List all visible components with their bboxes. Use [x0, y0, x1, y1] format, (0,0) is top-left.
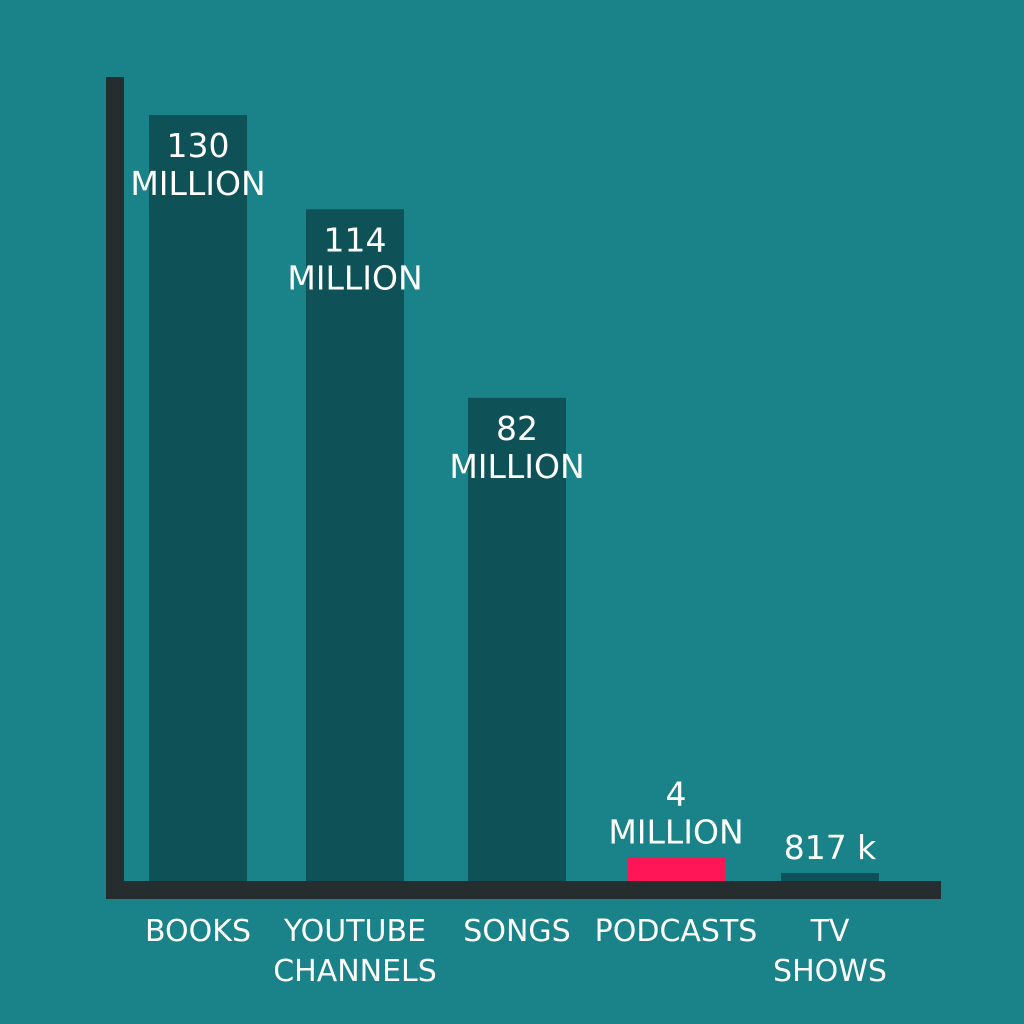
data-label-line: MILLION: [287, 258, 422, 297]
data-label-line: 82: [496, 409, 538, 448]
tick-label-books: BOOKS: [145, 914, 251, 949]
data-label-line: 114: [324, 220, 387, 259]
data-label-line: MILLION: [130, 164, 265, 203]
tick-labels-group: BOOKS YOUTUBE CHANNELS SONGS PODCASTS TV SHOWS: [145, 914, 887, 989]
bar-books: [149, 115, 247, 883]
bar-podcasts: [627, 857, 725, 883]
tick-label-line: BOOKS: [145, 914, 251, 949]
bar-songs: [468, 397, 566, 883]
tick-label-line: SHOWS: [773, 954, 887, 989]
tick-label-line: SONGS: [463, 914, 570, 949]
tick-label-line: PODCASTS: [595, 914, 758, 949]
y-axis-line: [106, 77, 124, 899]
axes-group: [106, 77, 941, 899]
data-label-line: 4: [666, 774, 687, 813]
bar-tv-shows: [781, 873, 879, 883]
data-label-books: 130 MILLION: [130, 126, 265, 203]
data-label-line: MILLION: [608, 812, 743, 851]
x-axis-line: [106, 881, 941, 899]
tick-label-podcasts: PODCASTS: [595, 914, 758, 949]
data-label-line: 817 k: [784, 828, 877, 867]
tick-label-line: CHANNELS: [273, 954, 437, 989]
data-label-tv-shows: 817 k: [784, 828, 877, 867]
data-label-line: 130: [167, 126, 230, 165]
data-label-youtube-channels: 114 MILLION: [287, 220, 422, 297]
data-label-songs: 82 MILLION: [449, 409, 584, 486]
tick-label-tv-shows: TV SHOWS: [773, 914, 887, 989]
bars-group: [149, 115, 879, 883]
data-label-podcasts: 4 MILLION: [608, 774, 743, 851]
tick-label-youtube-channels: YOUTUBE CHANNELS: [273, 914, 437, 989]
bar-youtube-channels: [306, 209, 404, 883]
tick-label-songs: SONGS: [463, 914, 570, 949]
data-label-line: MILLION: [449, 447, 584, 486]
tick-label-line: TV: [810, 914, 850, 949]
tick-label-line: YOUTUBE: [283, 914, 426, 949]
